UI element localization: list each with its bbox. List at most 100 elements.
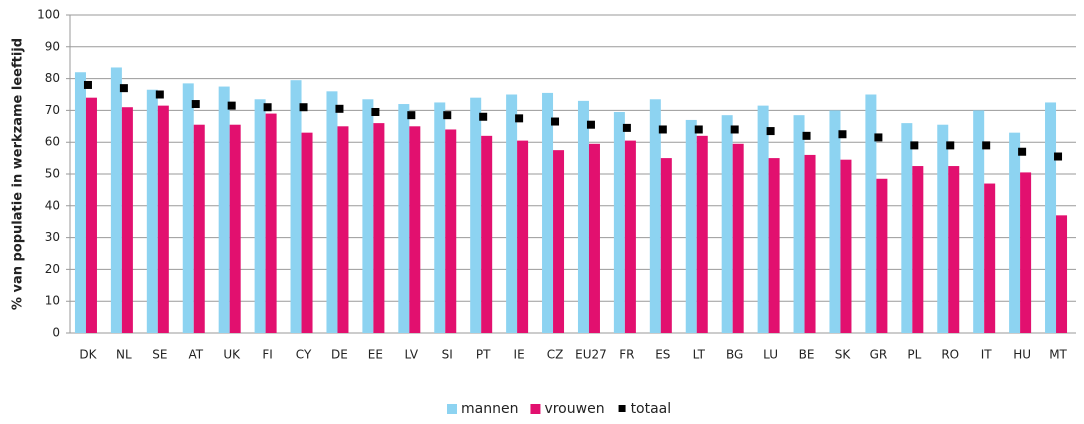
- marker: [479, 112, 488, 121]
- x-tick-label: RO: [941, 348, 959, 362]
- x-tick-label: SK: [835, 348, 852, 362]
- marker: [335, 104, 344, 113]
- marker: [658, 125, 667, 134]
- bar: [685, 119, 697, 333]
- bar: [757, 105, 769, 333]
- bar: [768, 158, 780, 333]
- bar: [613, 111, 625, 334]
- bar: [362, 99, 374, 334]
- bar: [865, 94, 877, 333]
- x-tick-label: NL: [116, 348, 132, 362]
- y-tick-label: 80: [45, 71, 60, 85]
- bar: [973, 110, 985, 334]
- bar: [301, 132, 313, 333]
- x-tick-label: PT: [476, 348, 491, 362]
- bar: [876, 178, 888, 333]
- x-tick-label: DK: [79, 348, 97, 362]
- bar: [74, 72, 86, 334]
- bar: [588, 143, 600, 333]
- bar: [445, 129, 457, 333]
- bar: [265, 113, 277, 333]
- bar: [326, 91, 338, 333]
- bar: [696, 135, 708, 333]
- marker: [407, 111, 416, 120]
- x-tick-label: EU27: [575, 348, 607, 362]
- bar: [229, 124, 241, 334]
- bar: [434, 102, 446, 333]
- x-tick-label: UK: [223, 348, 241, 362]
- bar: [912, 166, 924, 333]
- y-tick-label: 40: [45, 198, 60, 212]
- marker: [371, 107, 380, 116]
- legend-label: mannen: [461, 401, 518, 417]
- x-tick-label: CY: [296, 348, 312, 362]
- x-tick-label: IT: [981, 348, 993, 362]
- marker: [694, 125, 703, 134]
- bar: [984, 183, 996, 333]
- marker: [982, 141, 991, 150]
- marker: [838, 130, 847, 139]
- bar: [1056, 215, 1068, 333]
- bar: [937, 124, 949, 334]
- x-tick-label: DE: [331, 348, 348, 362]
- marker: [263, 103, 272, 112]
- y-tick-label: 100: [37, 8, 60, 22]
- marker: [874, 133, 883, 142]
- marker: [1054, 152, 1063, 161]
- marker: [802, 131, 811, 140]
- marker: [766, 127, 775, 136]
- bar: [110, 67, 122, 333]
- bar: [481, 135, 493, 333]
- y-tick-label: 70: [45, 103, 60, 117]
- bar: [1020, 172, 1032, 333]
- marker: [119, 84, 128, 93]
- y-tick-label: 90: [45, 39, 60, 53]
- marker: [551, 117, 560, 126]
- bar: [146, 89, 158, 333]
- legend-label: vrouwen: [544, 401, 604, 417]
- x-tick-label: LU: [763, 348, 778, 362]
- bar: [182, 83, 194, 334]
- bar: [121, 107, 133, 333]
- bar: [649, 99, 661, 334]
- bar: [660, 158, 672, 333]
- marker: [83, 80, 92, 89]
- bar: [793, 115, 805, 333]
- x-tick-label: FR: [619, 348, 634, 362]
- y-tick-label: 60: [45, 135, 60, 149]
- x-tick-label: HU: [1013, 348, 1031, 362]
- marker: [443, 111, 452, 120]
- bar: [901, 123, 913, 334]
- y-tick-label: 20: [45, 262, 60, 276]
- y-tick-label: 50: [45, 167, 60, 181]
- marker: [191, 100, 200, 109]
- legend-swatch: [447, 404, 457, 414]
- x-tick-label: LV: [405, 348, 419, 362]
- bar: [829, 110, 841, 334]
- bar: [373, 123, 385, 334]
- bar: [624, 140, 636, 333]
- marker: [227, 101, 236, 110]
- bar: [542, 92, 554, 333]
- y-tick-label: 10: [45, 294, 60, 308]
- bar: [553, 150, 565, 333]
- bar: [506, 94, 518, 333]
- bar: [218, 86, 230, 333]
- marker: [299, 103, 308, 112]
- bar: [577, 100, 589, 333]
- marker: [622, 123, 631, 132]
- y-tick-label: 0: [52, 326, 60, 340]
- bar: [517, 140, 529, 333]
- bar: [1009, 132, 1021, 333]
- legend-swatch: [530, 404, 541, 414]
- x-tick-label: EE: [368, 348, 383, 362]
- bar: [721, 115, 733, 333]
- legend-swatch: [618, 405, 626, 412]
- y-tick-label: 30: [45, 230, 60, 244]
- x-tick-label: BE: [799, 348, 815, 362]
- x-tick-label: GR: [870, 348, 888, 362]
- bar: [470, 97, 482, 334]
- bar: [157, 105, 169, 333]
- marker: [155, 90, 164, 99]
